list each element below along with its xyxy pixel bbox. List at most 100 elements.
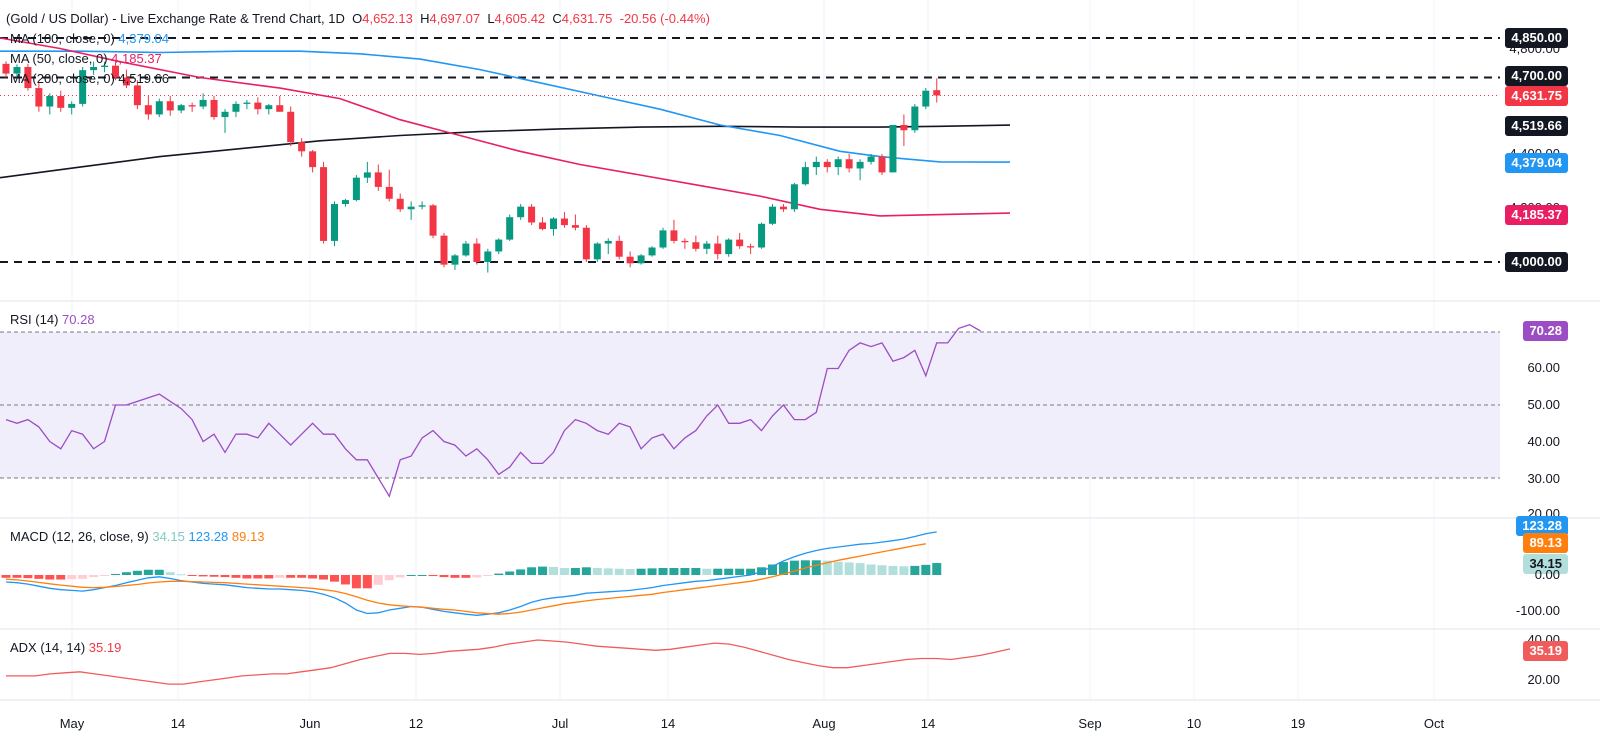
macd-histogram-bar — [231, 575, 241, 578]
macd-legend[interactable]: MACD (12, 26, close, 9) 34.15 123.28 89.… — [10, 529, 264, 544]
candle-down — [528, 206, 536, 223]
low-value: 4,605.42 — [494, 11, 546, 26]
x-tick-jul: Jul — [551, 716, 569, 731]
candle-up — [155, 101, 163, 115]
rsi-pane[interactable] — [0, 323, 1500, 498]
macd-histogram-bar — [570, 568, 580, 575]
macd-histogram-bar — [472, 575, 482, 578]
candle-down — [933, 90, 941, 96]
x-tick-jun: Jun — [299, 716, 321, 731]
macd-histogram-bar — [483, 575, 493, 576]
rsi-line — [5, 323, 981, 498]
macd-line-value: 123.28 — [188, 529, 229, 544]
candle-up — [867, 156, 875, 162]
candle-up — [637, 255, 645, 264]
macd-histogram-bar — [592, 568, 602, 575]
candle-up — [199, 99, 207, 107]
candle-down — [736, 239, 744, 247]
candle-up — [834, 159, 842, 168]
price-pane[interactable] — [0, 37, 1500, 273]
macd-histogram-bar — [242, 575, 252, 579]
macd-histogram-bar — [844, 562, 854, 575]
macd-histogram-bar — [746, 568, 756, 575]
macd-pane[interactable] — [1, 531, 942, 616]
level-tag-4000: 4,000.00 — [1505, 252, 1568, 272]
macd-line — [5, 531, 937, 616]
candle-down — [615, 240, 623, 257]
candle-up — [889, 124, 897, 173]
ma200-value: 4,519.66 — [118, 71, 170, 86]
candle-down — [287, 111, 295, 143]
candle-down — [823, 161, 831, 168]
candle-down — [276, 105, 284, 112]
macd-histogram-bar — [855, 563, 865, 575]
candle-down — [440, 235, 448, 265]
adx-legend[interactable]: ADX (14, 14) 35.19 — [10, 640, 121, 655]
macd-histogram-bar — [100, 575, 110, 576]
candle-down — [210, 99, 218, 118]
macd-histogram-bar — [330, 575, 339, 582]
macd-histogram-bar — [647, 568, 657, 575]
macd-histogram-bar — [680, 568, 690, 575]
macd-histogram-bar — [603, 568, 613, 575]
macd-histogram-bar — [450, 575, 460, 578]
macd-histogram-bar — [78, 575, 88, 579]
candle-down — [878, 156, 886, 173]
candle-up — [101, 65, 109, 67]
ma100-legend[interactable]: MA (100, close, 0) 4,379.04 — [10, 31, 169, 46]
last-price-tag: 4,631.75 — [1505, 86, 1568, 106]
candle-down — [24, 66, 32, 89]
rsi-legend[interactable]: RSI (14) 70.28 — [10, 312, 95, 327]
open-label: O — [352, 11, 363, 26]
candle-up — [725, 239, 733, 255]
x-tick-sep: Sep — [1078, 716, 1102, 731]
adx-pane[interactable] — [6, 639, 1011, 685]
macd-histogram-bar — [527, 567, 537, 575]
adx-tick-20: 20.00 — [1527, 672, 1560, 687]
candle-up — [177, 105, 185, 111]
macd-histogram-bar — [340, 575, 350, 585]
candle-up — [648, 247, 656, 256]
pane-dividers[interactable] — [0, 300, 1600, 701]
macd-histogram-bar — [220, 575, 230, 578]
macd-histogram-bar — [625, 569, 635, 575]
macd-histogram-bar — [1, 575, 11, 578]
macd-histogram-bar — [811, 560, 821, 575]
macd-histogram-bar — [713, 568, 723, 575]
candle-down — [539, 222, 547, 230]
macd-histogram-bar — [264, 575, 274, 579]
candle-down — [779, 206, 787, 210]
macd-histogram-bar — [439, 575, 449, 578]
macd-histogram-bar — [866, 564, 876, 575]
candle-up — [221, 111, 229, 118]
ma50-value: 4,185.37 — [111, 51, 162, 66]
candle-down — [254, 102, 262, 110]
macd-histogram-bar — [198, 575, 208, 577]
candle-down — [747, 246, 755, 248]
candle-up — [801, 167, 809, 185]
macd-signal-line — [5, 543, 926, 615]
candle-down — [714, 243, 722, 255]
ma50-legend[interactable]: MA (50, close, 0) 4,185.37 — [10, 51, 162, 66]
candle-up — [13, 66, 21, 74]
macd-histogram-bar — [111, 573, 120, 575]
candle-down — [112, 65, 119, 78]
candle-down — [309, 151, 317, 168]
candle-up — [758, 223, 766, 248]
macd-histogram-bar — [516, 569, 526, 575]
macd-line-tag: 123.28 — [1516, 516, 1568, 536]
candle-down — [122, 77, 130, 86]
macd-histogram-bar — [669, 568, 679, 575]
candle-up — [68, 103, 76, 108]
ma200-legend[interactable]: MA (200, close, 0) 4,519.66 — [10, 71, 169, 86]
candle-down — [845, 159, 853, 169]
candle-up — [604, 240, 612, 244]
candle-up — [462, 243, 470, 256]
candle-up — [703, 243, 711, 249]
macd-histogram-bar — [932, 563, 942, 575]
macd-tick-0: 0.00 — [1534, 567, 1560, 582]
candle-down — [571, 225, 579, 228]
x-tick-sep-19: 19 — [1290, 716, 1306, 731]
rsi-value: 70.28 — [62, 312, 95, 327]
